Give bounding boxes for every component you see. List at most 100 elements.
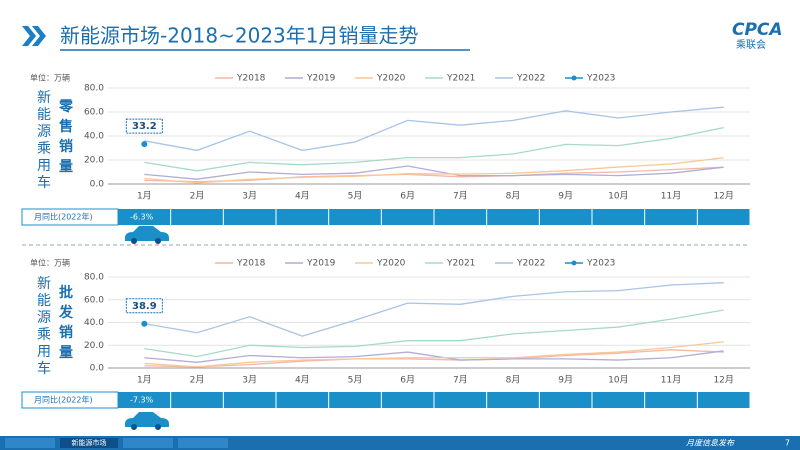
series-line (144, 157, 724, 184)
y-tick-label: 20.0 (84, 341, 104, 351)
x-tick-label: 7月 (453, 375, 468, 386)
yoy-cell (487, 392, 539, 408)
legend-label: Y2022 (516, 74, 545, 84)
side-sub-char: 发 (58, 304, 74, 321)
legend-label: Y2022 (516, 259, 545, 269)
y-tick-label: 0.0 (90, 364, 105, 374)
page-number: 7 (785, 439, 790, 448)
x-tick-label: 5月 (348, 191, 363, 202)
series-line (144, 106, 724, 152)
legend-label: Y2021 (446, 74, 475, 84)
x-tick-label: 9月 (558, 191, 573, 202)
car-wheel (131, 238, 137, 244)
yoy-cell (697, 209, 750, 225)
x-tick-label: 7月 (453, 191, 468, 202)
yoy-cell (539, 209, 592, 225)
series-line (144, 350, 724, 363)
legend-label: Y2018 (236, 259, 266, 269)
series-line (144, 282, 724, 337)
x-tick-label: 5月 (348, 375, 363, 386)
data-label-box (125, 118, 163, 134)
footer-tab (178, 438, 228, 448)
side-title-char: 能 (37, 293, 51, 309)
car-wheel (155, 238, 161, 244)
yoy-cell (645, 209, 697, 225)
series-line (144, 165, 724, 180)
car-icon (125, 226, 169, 241)
side-sub-char: 量 (59, 159, 73, 175)
y-tick-label: 60.0 (84, 108, 104, 118)
yoy-value: -6.3% (130, 213, 154, 222)
yoy-cell (171, 392, 223, 408)
series-line (144, 166, 724, 183)
yoy-cell (487, 209, 539, 225)
yoy-cell (592, 209, 645, 225)
side-title-char: 乘 (37, 327, 51, 343)
yoy-cell (329, 209, 381, 225)
x-tick-label: 3月 (242, 375, 257, 386)
side-title-char: 新 (37, 276, 51, 292)
data-point (141, 320, 148, 327)
y-tick-label: 20.0 (84, 156, 104, 166)
yoy-cell (434, 392, 487, 408)
unit-label: 单位：万辆 (30, 73, 70, 83)
yoy-label: 月同比(2022年) (34, 212, 93, 222)
legend-label: Y2023 (586, 74, 615, 84)
side-title-char: 乘 (37, 141, 51, 157)
side-sub-char: 销 (59, 324, 73, 341)
x-tick-label: 11月 (661, 375, 681, 386)
yoy-cell (381, 209, 434, 225)
legend-label: Y2019 (306, 74, 336, 84)
x-tick-label: 9月 (558, 375, 573, 386)
legend-marker (571, 75, 577, 81)
y-tick-label: 0.0 (90, 180, 105, 190)
chevron-icon (22, 26, 46, 46)
yoy-cell (329, 392, 381, 408)
footer-note: 月度信息发布 (686, 439, 735, 448)
series-line (144, 349, 724, 368)
x-tick-label: 1月 (137, 191, 152, 202)
x-tick-label: 2月 (190, 191, 205, 202)
legend-label: Y2019 (306, 259, 336, 269)
legend-marker (571, 260, 577, 266)
side-sub-char: 售 (58, 118, 73, 135)
side-title-char: 源 (37, 310, 51, 326)
y-tick-label: 80.0 (84, 84, 104, 94)
car-wheel (131, 424, 137, 430)
yoy-cell (645, 392, 697, 408)
slide-title: 新能源市场-2018~2023年1月销量走势 (60, 24, 419, 48)
yoy-value: -7.3% (130, 396, 154, 405)
legend-label: Y2023 (586, 259, 615, 269)
footer-bar (0, 436, 800, 450)
x-tick-label: 8月 (506, 375, 521, 386)
footer-tab (5, 438, 55, 448)
yoy-header (21, 391, 119, 409)
x-tick-label: 6月 (400, 191, 415, 202)
x-tick-label: 1月 (137, 375, 152, 386)
series-line (144, 309, 724, 358)
x-tick-label: 6月 (400, 375, 415, 386)
side-title-char: 能 (37, 107, 51, 123)
y-tick-label: 80.0 (84, 273, 104, 283)
x-tick-label: 4月 (295, 191, 310, 202)
side-title-char: 源 (37, 124, 51, 140)
logo: CPCA (732, 20, 783, 40)
x-tick-label: 10月 (608, 375, 628, 386)
yoy-cell (118, 392, 171, 408)
x-tick-label: 2月 (190, 375, 205, 386)
yoy-cell (276, 392, 329, 408)
legend-label: Y2020 (376, 259, 406, 269)
x-tick-label: 12月 (713, 191, 733, 202)
yoy-cell (539, 392, 592, 408)
yoy-cell (171, 209, 223, 225)
data-label-box (125, 298, 163, 314)
x-tick-label: 11月 (661, 191, 681, 202)
legend-label: Y2021 (446, 259, 475, 269)
yoy-cell (118, 209, 171, 225)
side-title-char: 用 (37, 344, 51, 360)
unit-label: 单位：万辆 (30, 258, 70, 268)
data-point (141, 141, 148, 148)
yoy-label: 月同比(2022年) (34, 395, 93, 405)
x-tick-label: 12月 (713, 375, 733, 386)
